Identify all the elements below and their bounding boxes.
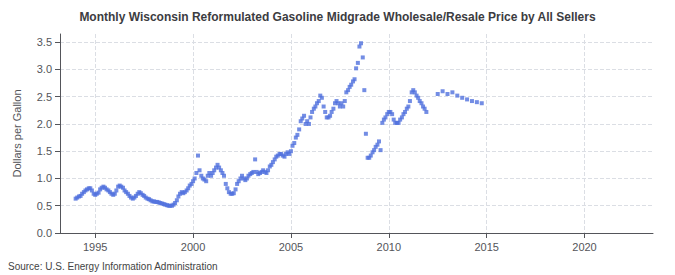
svg-text:2010: 2010 [377, 241, 401, 253]
svg-text:3.5: 3.5 [37, 36, 52, 48]
svg-text:1.0: 1.0 [37, 172, 52, 184]
svg-text:Monthly Wisconsin Reformulated: Monthly Wisconsin Reformulated Gasoline … [79, 10, 596, 24]
svg-text:2.0: 2.0 [37, 118, 52, 130]
svg-text:2000: 2000 [181, 241, 205, 253]
svg-text:Dollars per Gallon: Dollars per Gallon [11, 89, 23, 177]
svg-text:2005: 2005 [279, 241, 303, 253]
svg-text:Source: U.S. Energy Informatio: Source: U.S. Energy Information Administ… [8, 261, 218, 272]
svg-text:1995: 1995 [83, 241, 107, 253]
svg-text:2.5: 2.5 [37, 91, 52, 103]
svg-text:0.0: 0.0 [37, 227, 52, 239]
svg-text:2020: 2020 [572, 241, 596, 253]
svg-text:0.5: 0.5 [37, 200, 52, 212]
svg-text:3.0: 3.0 [37, 63, 52, 75]
svg-text:1.5: 1.5 [37, 145, 52, 157]
svg-text:2015: 2015 [474, 241, 498, 253]
